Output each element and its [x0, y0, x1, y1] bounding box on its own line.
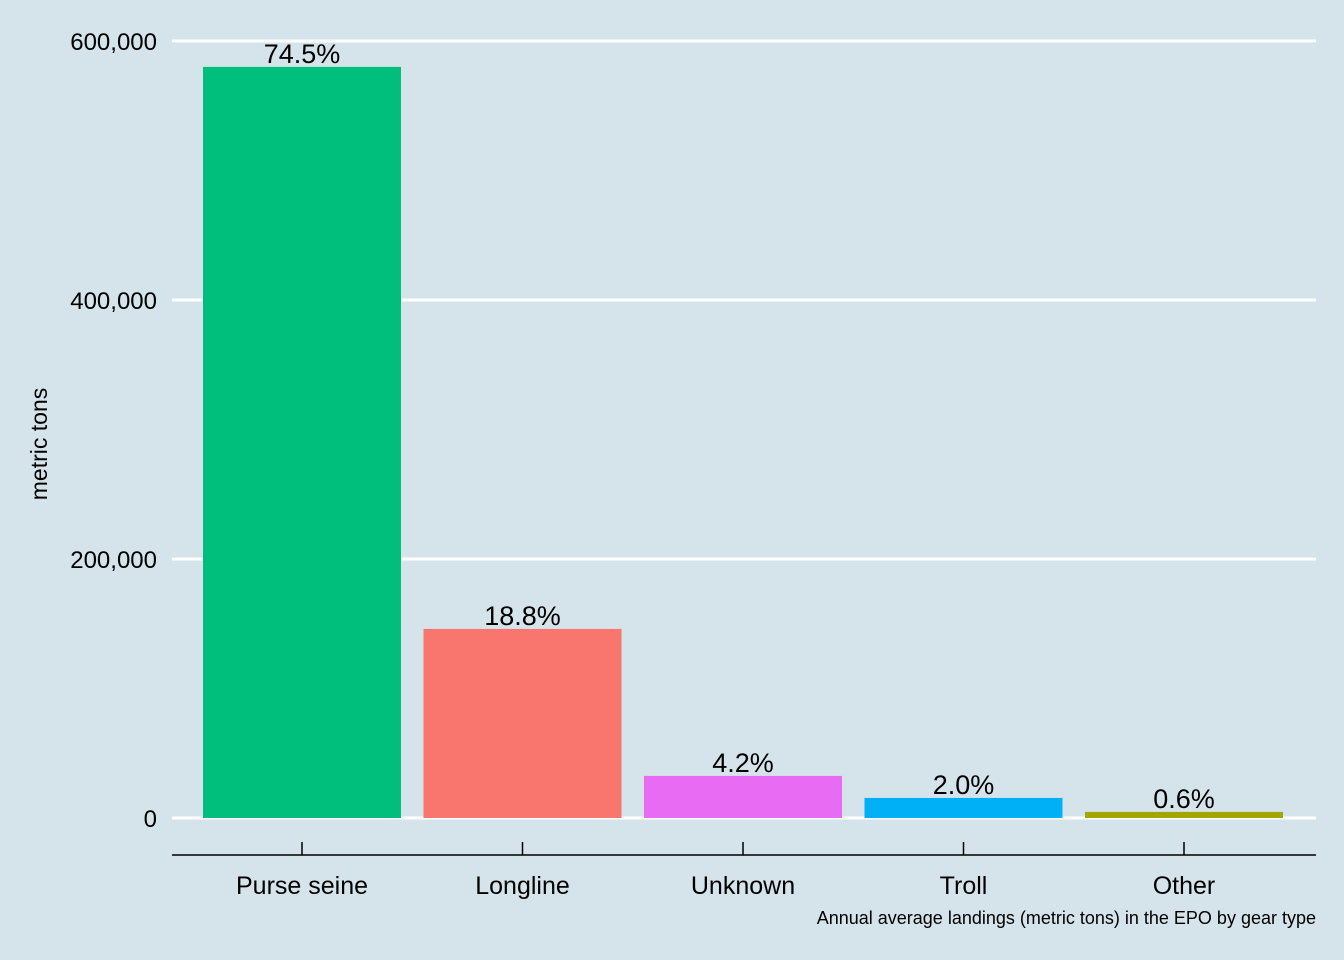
bar-data-label: 74.5% [264, 39, 341, 69]
x-ticks [301, 842, 1185, 855]
y-axis-title: metric tons [26, 388, 52, 500]
bar-data-labels: 74.5% 18.8% 4.2% 2.0% 0.6% [264, 39, 1215, 814]
y-tick-label: 400,000 [70, 288, 157, 315]
x-tick-label: Unknown [691, 872, 795, 900]
y-tick-label: 600,000 [70, 29, 157, 56]
y-tick-label: 0 [144, 806, 157, 833]
x-tick-label: Longline [475, 872, 570, 900]
y-tick-labels: 0 200,000 400,000 600,000 [70, 29, 157, 833]
bar-unknown [644, 775, 842, 818]
bar-troll [864, 797, 1063, 818]
x-tick-labels: Purse seine Longline Unknown Troll Other [236, 872, 1215, 900]
bar-longline [423, 628, 622, 818]
bar-other [1085, 811, 1283, 818]
x-tick-label: Other [1153, 872, 1216, 900]
bar-data-label: 18.8% [484, 601, 561, 631]
bar-purse-seine [203, 66, 401, 818]
bar-data-label: 2.0% [933, 770, 995, 800]
y-tick-label: 200,000 [70, 547, 157, 574]
x-tick-label: Troll [940, 872, 988, 900]
bars [203, 66, 1283, 818]
chart-caption: Annual average landings (metric tons) in… [817, 908, 1316, 928]
bar-data-label: 4.2% [712, 748, 774, 778]
bar-data-label: 0.6% [1153, 784, 1215, 814]
x-tick-label: Purse seine [236, 872, 368, 900]
